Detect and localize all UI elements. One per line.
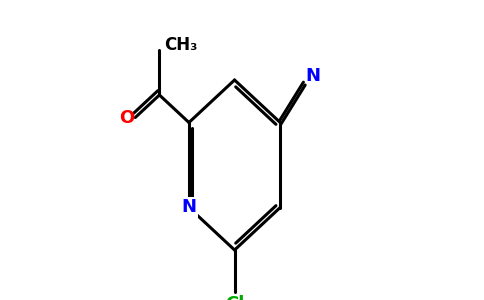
Text: CH₃: CH₃	[165, 36, 198, 54]
Text: Cl: Cl	[225, 295, 244, 300]
Text: N: N	[182, 199, 197, 217]
Text: O: O	[119, 109, 134, 127]
Text: N: N	[305, 67, 320, 85]
